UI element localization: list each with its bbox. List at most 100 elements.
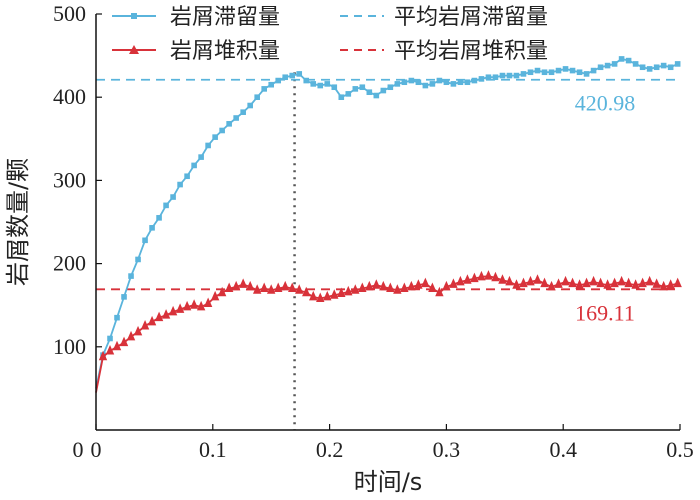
series-1-point (323, 290, 332, 301)
series-0-point (317, 82, 324, 89)
series-0-point (303, 77, 310, 84)
series-1-point (491, 271, 500, 282)
series-1-point (309, 290, 318, 301)
series-1-point (175, 303, 185, 313)
series-1-point (456, 275, 465, 286)
series-0-point (534, 67, 541, 74)
series-0-point (191, 162, 197, 169)
series-1-point (147, 315, 157, 326)
series-1-point (267, 284, 276, 294)
series-0-point (184, 173, 190, 180)
series-1-point (316, 292, 325, 303)
series-1-point (561, 275, 570, 286)
x-tick-label: 0.1 (199, 437, 227, 462)
series-0-point (464, 79, 471, 86)
series-0-point (310, 81, 317, 87)
series-0-point (583, 71, 590, 77)
series-0-point (177, 181, 183, 188)
series-1-point (252, 284, 262, 294)
series-1-point (379, 280, 388, 291)
series-1-point (505, 275, 514, 286)
legend-marker-retention (131, 13, 137, 19)
series-1-point (238, 278, 248, 288)
series-0-point (422, 82, 429, 89)
series-1-point (414, 279, 423, 289)
series-1-point (547, 280, 556, 291)
legend-label-avg-retention: 平均岩屑滞留量 (394, 5, 548, 30)
series-0-point (219, 127, 225, 134)
series-0-point (436, 77, 443, 84)
series-0-point (247, 102, 253, 109)
series-0-point (324, 81, 331, 87)
origin-tick-label: 0 (73, 437, 84, 462)
series-1-point (512, 279, 521, 289)
series-1-point (666, 279, 675, 289)
series-1-point (428, 282, 437, 293)
series-0-point (142, 237, 148, 244)
series-1-point (126, 330, 136, 341)
series-1-point (133, 325, 143, 336)
series-1-point (582, 277, 591, 288)
legend: 岩屑滞留量 平均岩屑滞留量 岩屑堆积量 平均岩屑堆积量 (112, 5, 548, 64)
legend-label-avg-accumulation: 平均岩屑堆积量 (394, 39, 548, 64)
series-1-point (344, 285, 353, 296)
series-1-point (589, 275, 598, 286)
series-0-point (604, 62, 611, 69)
series-0-point (527, 69, 534, 76)
series-0-point (240, 109, 246, 115)
series-1-point (470, 272, 479, 283)
series-0-point (520, 71, 527, 77)
series-0-point (212, 134, 218, 140)
series-1-point (596, 277, 605, 288)
series-1-point (400, 282, 409, 293)
series-1-point (526, 275, 535, 286)
series-0-point (485, 74, 492, 81)
series-0-point (380, 87, 387, 94)
series-0-point (646, 66, 653, 72)
series-0-point (233, 115, 239, 121)
series-0-point (674, 61, 681, 67)
y-tick-label: 500 (53, 1, 86, 26)
series-0-point (590, 67, 597, 74)
series-1-point (281, 280, 290, 291)
series-0-point (275, 77, 282, 84)
series-0-point (639, 64, 646, 71)
series-1-point (659, 280, 668, 291)
series-0-point (149, 225, 155, 231)
series-1-point (645, 275, 654, 286)
x-tick-label: 0.5 (666, 437, 694, 462)
series-1-point (477, 270, 486, 281)
series-0-point (205, 142, 211, 149)
series-1-point (617, 275, 626, 286)
series-0-point (492, 74, 499, 81)
series-0-point (562, 66, 569, 72)
series-1-point (519, 277, 528, 288)
series-0-point (443, 79, 450, 86)
series-1-point (210, 290, 220, 301)
series-1-point (673, 277, 682, 288)
series-0-point (387, 84, 394, 91)
mean-value-label-0: 420.98 (575, 91, 636, 116)
series-0-point (660, 62, 667, 69)
x-tick-label: 0 (91, 437, 102, 462)
series-0-point (352, 86, 359, 92)
series-0-point (331, 84, 338, 91)
series-1-point (407, 280, 416, 291)
series-1-point (288, 282, 297, 293)
series-0-point (359, 84, 366, 91)
series-0-point (457, 79, 464, 86)
series-1-point (330, 289, 339, 299)
legend-label-accumulation: 岩屑堆积量 (170, 39, 280, 64)
series-0-point (499, 72, 506, 79)
series-0-point (394, 81, 401, 87)
series-1-point (337, 287, 346, 298)
series-1-point (372, 279, 381, 289)
series-1-point (140, 320, 150, 330)
series-0-point (415, 79, 422, 86)
series-0-point (653, 64, 660, 71)
series-1-point (624, 277, 633, 288)
series-1-point (603, 279, 612, 289)
series-1-point (259, 282, 269, 293)
series-1-point (568, 277, 577, 288)
legend-label-retention: 岩屑滞留量 (170, 5, 280, 30)
